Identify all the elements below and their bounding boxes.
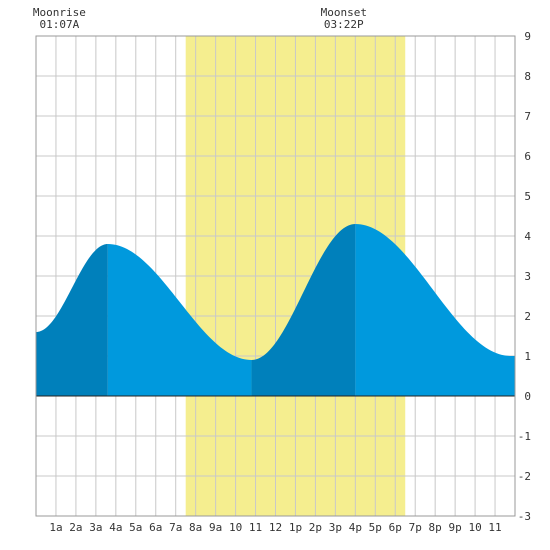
tide-rising-area (251, 224, 356, 396)
y-tick-label: 3 (524, 270, 531, 283)
y-tick-label: 8 (524, 70, 531, 83)
x-tick-label: 1a (49, 521, 62, 534)
y-tick-label: 5 (524, 190, 531, 203)
x-tick-label: 11 (488, 521, 501, 534)
x-tick-label: 5p (369, 521, 382, 534)
y-tick-label: 6 (524, 150, 531, 163)
x-tick-label: 9p (449, 521, 462, 534)
x-tick-label: 8p (429, 521, 442, 534)
y-tick-label: 9 (524, 30, 531, 43)
plot-border (35, 35, 516, 517)
x-tick-label: 6p (389, 521, 402, 534)
x-tick-label: 3p (329, 521, 342, 534)
x-tick-labels: 1a 2a 3a 4a 5a 6a 7a 8a 9a 10 11 12 1p 2p 3p 4p 5p 6p 7p 8p… (49, 521, 501, 534)
x-tick-label: 12 (269, 521, 282, 534)
tide-falling-area (355, 224, 515, 396)
x-tick-label: 10 (229, 521, 242, 534)
tide-layer (36, 224, 515, 396)
x-tick-label: 5a (129, 521, 142, 534)
moon-event-label: Moonrise (33, 6, 86, 19)
x-tick-label: 1p (289, 521, 302, 534)
moon-event-time: 01:07A (39, 18, 79, 31)
x-tick-label: 10 (468, 521, 481, 534)
tide-rising-area (36, 244, 108, 396)
y-tick-label: 0 (524, 390, 531, 403)
x-tick-label: 2a (69, 521, 82, 534)
x-tick-label: 6a (149, 521, 162, 534)
moon-event-time: 03:22P (324, 18, 364, 31)
x-tick-label: 4a (109, 521, 122, 534)
y-tick-label: 4 (524, 230, 531, 243)
moon-event-label: Moonset (321, 6, 367, 19)
x-tick-label: 11 (249, 521, 262, 534)
y-tick-label: 1 (524, 350, 531, 363)
x-tick-label: 7p (409, 521, 422, 534)
y-tick-label: -3 (518, 510, 531, 523)
x-tick-label: 2p (309, 521, 322, 534)
x-tick-label: 8a (189, 521, 202, 534)
y-tick-label: -1 (518, 430, 531, 443)
y-tick-label: -2 (518, 470, 531, 483)
tide-falling-area (107, 244, 252, 396)
x-tick-label: 3a (89, 521, 102, 534)
x-tick-label: 9a (209, 521, 222, 534)
y-tick-label: 7 (524, 110, 531, 123)
x-tick-label: 7a (169, 521, 182, 534)
y-tick-label: 2 (524, 310, 531, 323)
x-tick-label: 4p (349, 521, 362, 534)
y-tick-labels: -3 -2 -1 0 1 2 3 4 5 6 7 8 9 (518, 30, 532, 523)
